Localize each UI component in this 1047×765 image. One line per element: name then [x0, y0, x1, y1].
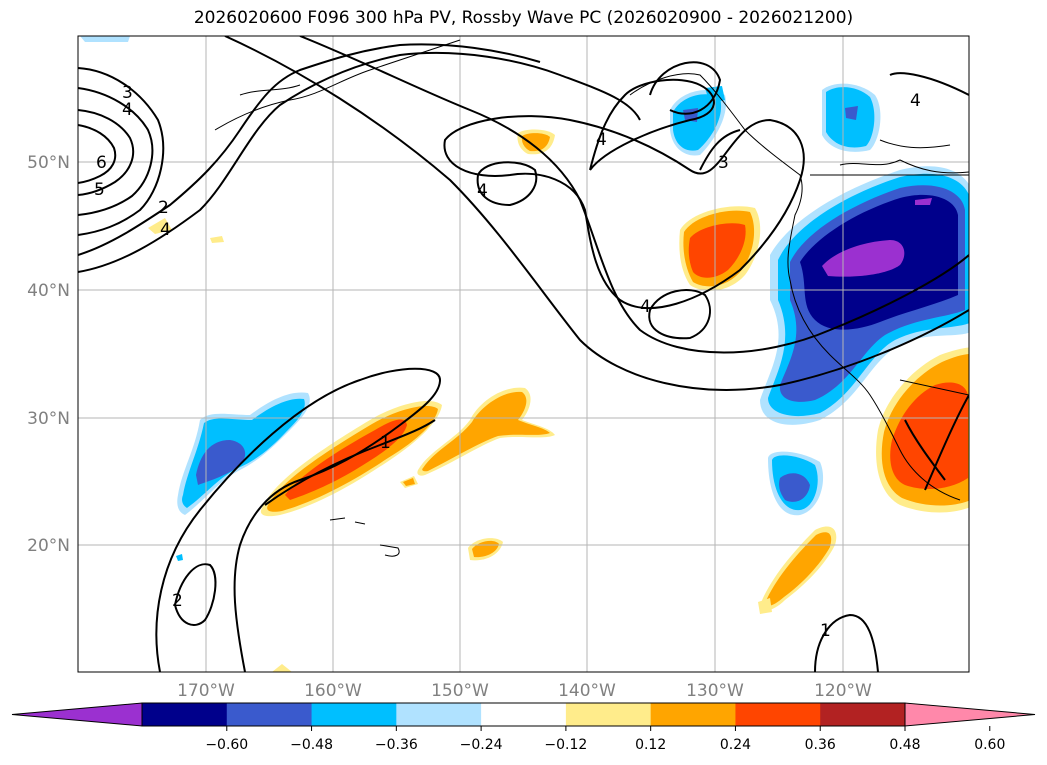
- colorbar-extend-high: [904, 702, 1036, 727]
- contour-label: 1: [820, 621, 831, 641]
- colorbar-segment: [565, 703, 652, 726]
- contour-label: 3: [718, 153, 729, 173]
- contour-label: 1: [380, 433, 391, 453]
- lat-label: 20°N: [27, 536, 70, 556]
- shading-negative: [80, 36, 969, 561]
- lon-label: 160°W: [304, 681, 362, 701]
- lon-label: 150°W: [431, 681, 489, 701]
- contour-label: 2: [158, 198, 169, 218]
- contour-label: 4: [160, 220, 171, 240]
- map-title: 2026020600 F096 300 hPa PV, Rossby Wave …: [193, 8, 854, 28]
- lon-label: 130°W: [686, 681, 744, 701]
- colorbar-segment: [735, 703, 821, 726]
- colorbar-tick-label: 0.60: [974, 737, 1005, 753]
- colorbar-tick-label: −0.48: [290, 737, 333, 753]
- map-field: 3 4 6 5 2 4 4 4 3 4 1 2 4 1: [78, 36, 969, 672]
- contour-label: 6: [96, 153, 107, 173]
- contour-labels: 3 4 6 5 2 4 4 4 3 4 1 2 4 1: [94, 83, 921, 641]
- contour-label: 4: [122, 100, 133, 120]
- contour-label: 4: [477, 181, 488, 201]
- colorbar-tick-label: 0.24: [720, 737, 751, 753]
- gridlines: [78, 36, 969, 672]
- lat-label: 50°N: [27, 153, 70, 173]
- contour-label: 2: [172, 591, 183, 611]
- contour-label: 4: [596, 130, 607, 150]
- shading-positive: [148, 129, 969, 672]
- map-frame: [77, 35, 970, 673]
- axis-labels: 50°N 40°N 30°N 20°N 170°W 160°W 150°W 14…: [27, 153, 872, 701]
- lon-label: 140°W: [558, 681, 616, 701]
- contour-label: 4: [640, 297, 651, 317]
- lon-label: 120°W: [814, 681, 872, 701]
- colorbar-segment: [142, 703, 228, 726]
- lat-label: 40°N: [27, 281, 70, 301]
- colorbar-segment: [311, 703, 397, 726]
- colorbar-segment: [820, 703, 906, 726]
- colorbar-tick-label: −0.36: [375, 737, 418, 753]
- colorbar-tick-label: −0.24: [460, 737, 503, 753]
- colorbar-segment: [650, 703, 736, 726]
- colorbar-tick-label: −0.60: [205, 737, 248, 753]
- colorbar-tick-label: 0.48: [889, 737, 920, 753]
- lon-label: 170°W: [177, 681, 235, 701]
- pv-contours: [78, 36, 969, 672]
- contour-label: 4: [910, 91, 921, 111]
- colorbar-tick-label: 0.12: [635, 737, 666, 753]
- contour-label: 5: [94, 180, 105, 200]
- colorbar-segment: [481, 703, 567, 726]
- colorbar-extend-low: [11, 702, 143, 727]
- contour-label: 3: [122, 83, 133, 103]
- colorbar-frame: [141, 702, 906, 727]
- lat-label: 30°N: [27, 409, 70, 429]
- colorbar-tick-label: −0.12: [544, 737, 587, 753]
- colorbar: −0.60 −0.48 −0.36 −0.24 −0.12 0.12 0.24 0.36 0.4…: [11, 702, 1036, 753]
- colorbar-tick-label: 0.36: [805, 737, 836, 753]
- colorbar-segment: [226, 703, 313, 726]
- colorbar-segment: [396, 703, 482, 726]
